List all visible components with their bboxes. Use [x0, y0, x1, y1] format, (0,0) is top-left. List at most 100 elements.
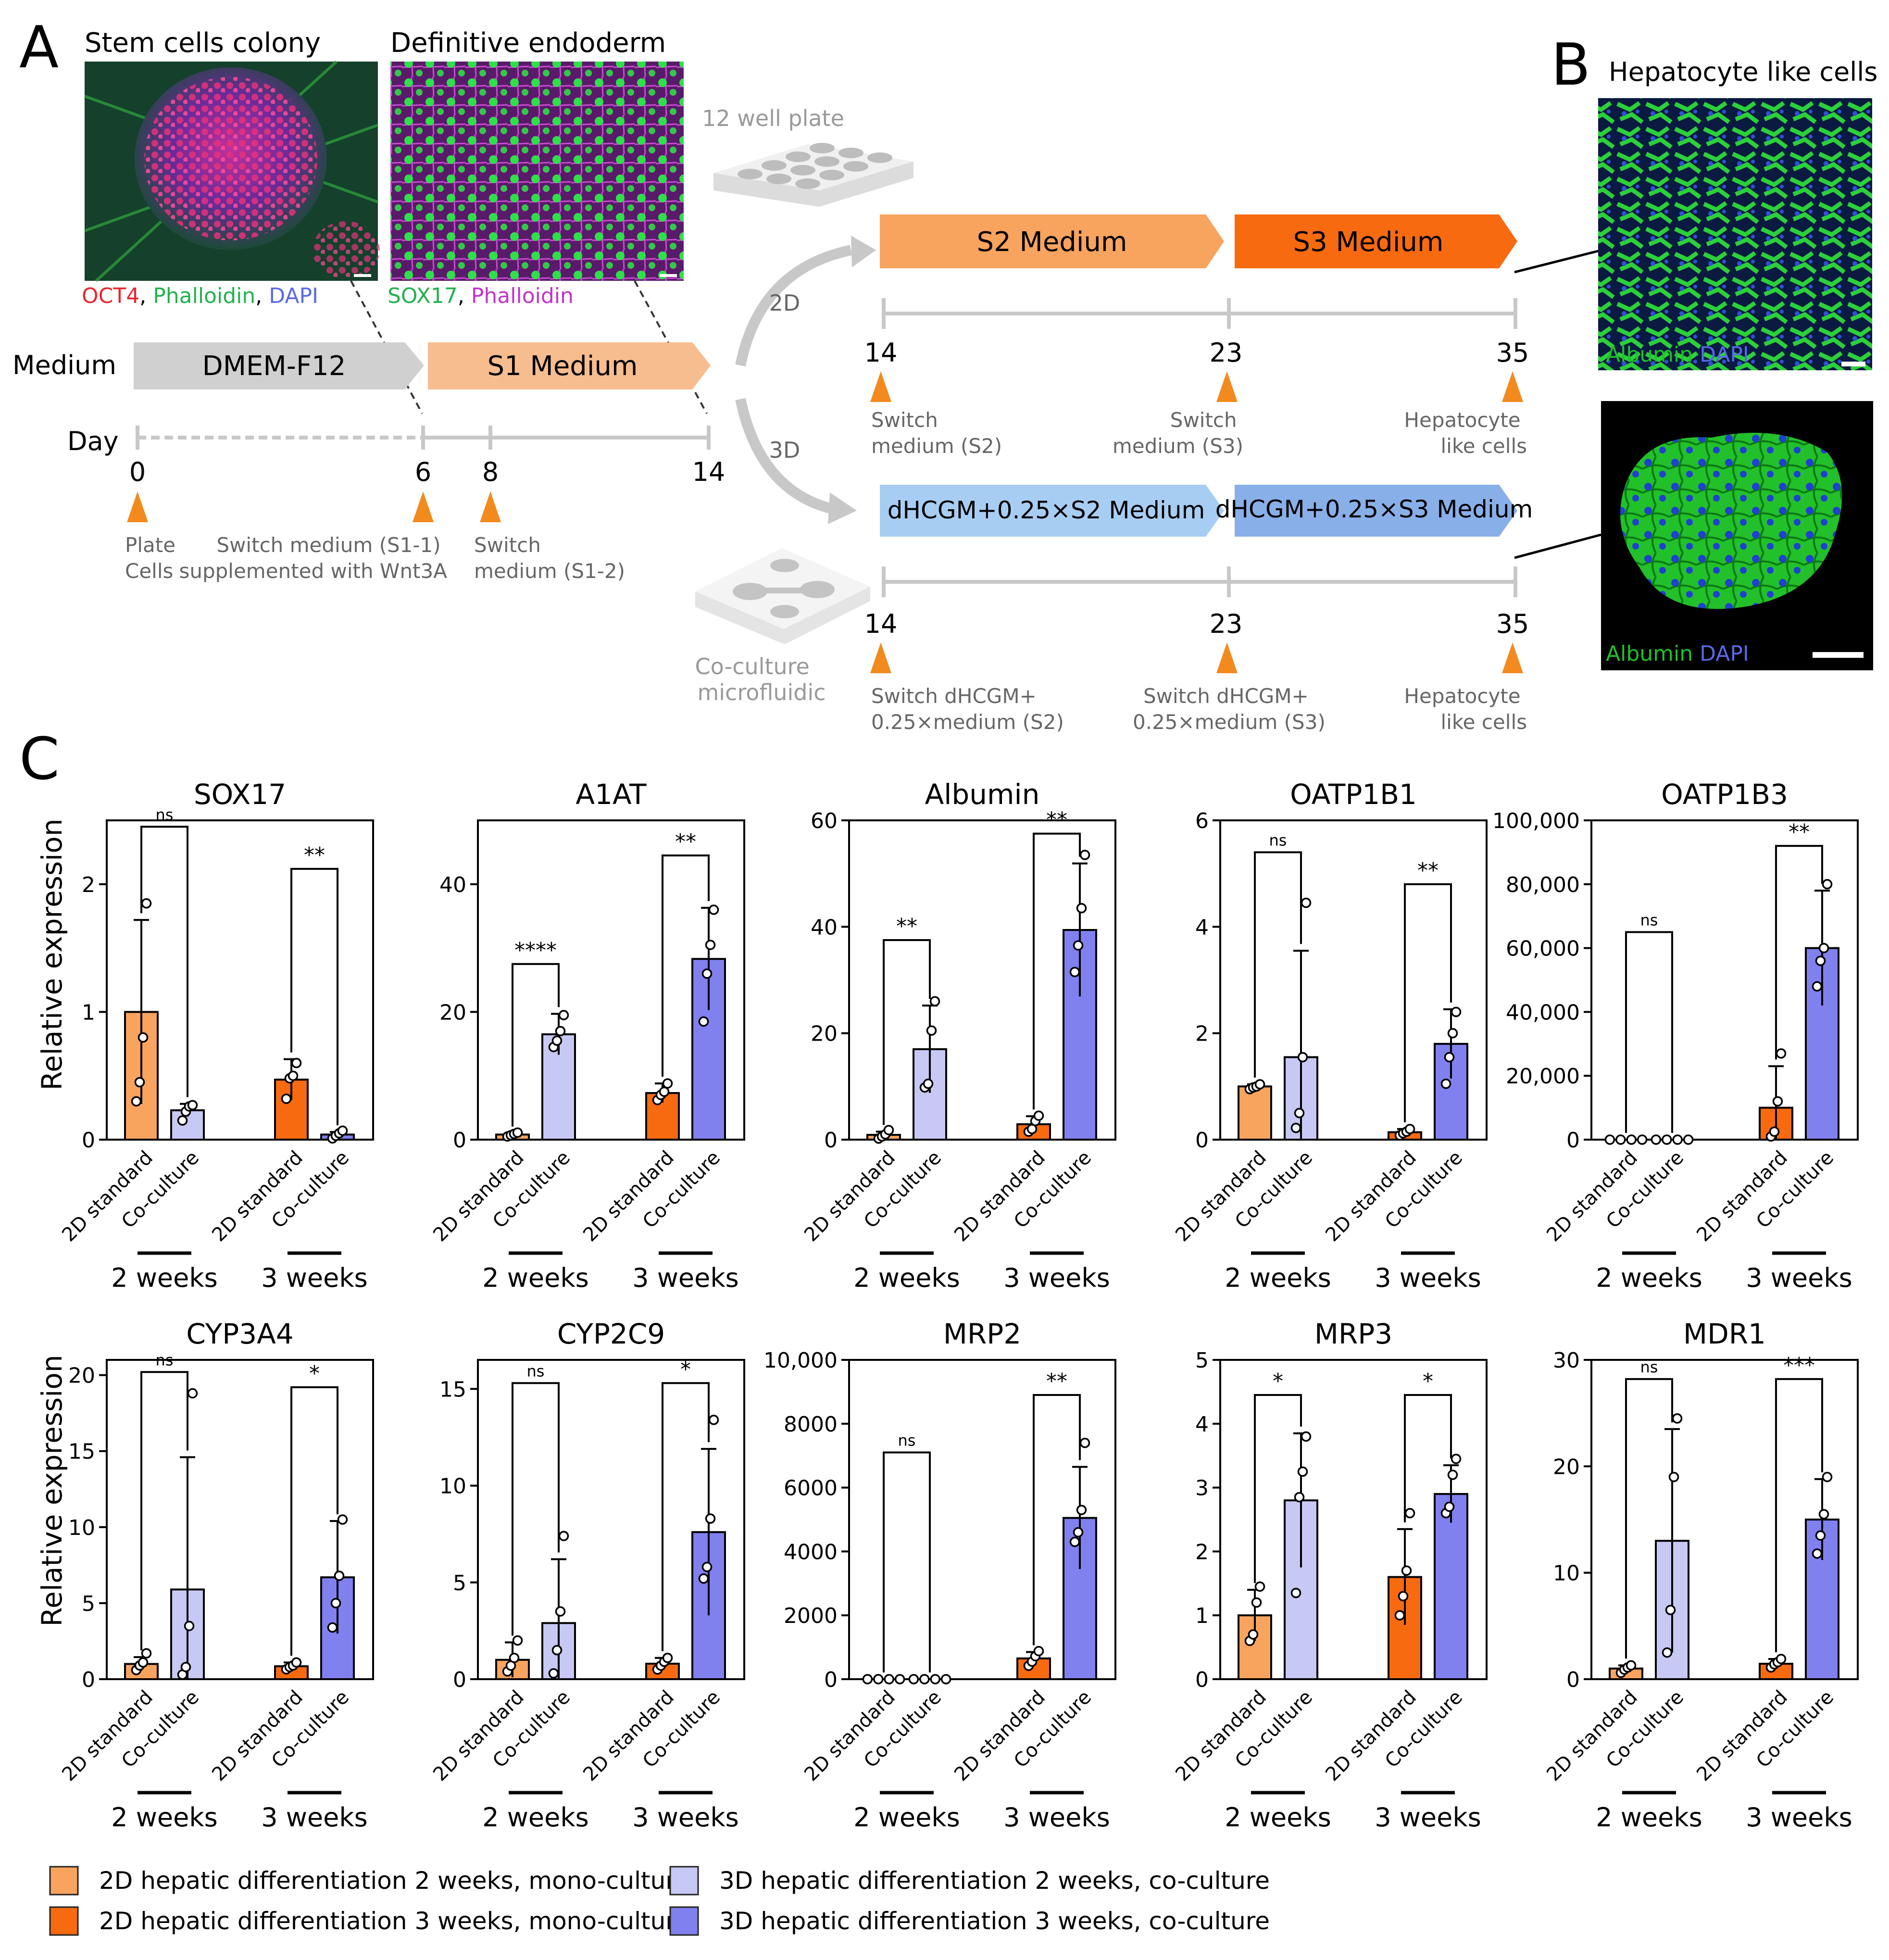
chart-title: MRP3: [1314, 1318, 1392, 1350]
data-point: [705, 940, 716, 950]
timepoint-markers: [127, 491, 501, 522]
data-point: [1626, 1660, 1637, 1671]
group-label: 2 weeks: [1225, 1802, 1331, 1833]
group-label: 2 weeks: [1596, 1263, 1702, 1293]
day3d-35: 35: [1496, 609, 1529, 639]
significance-bracket: [1254, 851, 1302, 1078]
data-point: [1404, 1508, 1415, 1519]
s3-medium-arrow: S3 Medium: [1235, 214, 1517, 268]
y-tick-label: 0: [1195, 1128, 1209, 1153]
y-tick-label: 0: [453, 1128, 466, 1153]
group-label: 3 weeks: [1003, 1263, 1110, 1293]
data-point: [327, 1622, 338, 1633]
data-point: [509, 1652, 520, 1663]
y-tick-label: 6000: [784, 1476, 838, 1501]
day-0: 0: [129, 457, 146, 487]
plot-frame: [106, 819, 374, 1141]
data-point: [1398, 1591, 1409, 1602]
data-point: [187, 1100, 198, 1111]
significance-label: ns: [156, 1351, 174, 1369]
panel-b-label: B: [1551, 32, 1590, 99]
data-point: [138, 1657, 149, 1668]
data-point: [281, 1093, 292, 1104]
y-tick-label: 60: [811, 809, 838, 833]
significance-label: **: [675, 829, 696, 854]
data-point: [926, 1025, 937, 1036]
data-point: [1079, 1437, 1090, 1448]
svg-text:S2 Medium: S2 Medium: [977, 226, 1127, 258]
note2d-hep: Hepatocyte like cells: [1404, 408, 1527, 458]
connector-3d: [1514, 533, 1601, 559]
hepatocyte-3d-image: Albumin DAPI: [1601, 401, 1873, 670]
chart-title: CYP3A4: [186, 1318, 293, 1350]
data-point: [701, 1561, 713, 1572]
data-point: [1294, 1492, 1305, 1503]
plot-frame: [106, 1359, 374, 1680]
legend-swatch: [49, 1866, 79, 1896]
y-tick-label: 3: [1195, 1476, 1209, 1501]
group-label: 2 weeks: [111, 1802, 218, 1833]
group-label: 3 weeks: [632, 1802, 739, 1833]
micro2-title: Definitive endoderm: [390, 27, 666, 59]
y-tick-label: 5: [453, 1571, 466, 1596]
data-point: [884, 1674, 894, 1684]
chart-title: MRP2: [943, 1318, 1021, 1350]
data-point: [1822, 879, 1833, 890]
data-point: [141, 1648, 152, 1658]
y-tick-label: 10: [1553, 1561, 1580, 1586]
y-tick-label: 4: [1195, 1412, 1209, 1437]
group-label: 3 weeks: [261, 1263, 368, 1293]
data-point: [1073, 940, 1084, 951]
data-point: [940, 1674, 951, 1684]
group-label: 3 weeks: [1746, 1263, 1852, 1293]
data-point: [1818, 942, 1829, 954]
day-8: 8: [482, 457, 499, 487]
data-point: [1404, 1124, 1415, 1134]
svg-text:DMEM-F12: DMEM-F12: [202, 351, 346, 382]
data-point: [708, 905, 719, 915]
data-point: [1079, 850, 1090, 860]
plot-frame: [477, 819, 745, 1141]
chart-title: A1AT: [575, 778, 647, 811]
svg-text:dHCGM+0.25×S3 Medium: dHCGM+0.25×S3 Medium: [1215, 495, 1533, 523]
y-tick-label: 5: [82, 1592, 95, 1616]
group-label: 3 weeks: [632, 1263, 739, 1293]
significance-label: **: [1046, 1369, 1067, 1394]
y-tick-label: 20: [439, 1000, 466, 1025]
group-label: 3 weeks: [261, 1802, 368, 1833]
data-point: [659, 1086, 670, 1097]
significance-bracket: [1775, 845, 1823, 1060]
data-point: [1290, 1122, 1301, 1133]
day-label: Day: [67, 426, 119, 456]
day2d-35: 35: [1496, 338, 1529, 368]
data-point: [1394, 1610, 1405, 1621]
bar: [1238, 1614, 1272, 1680]
data-point: [555, 1606, 566, 1617]
significance-label: ns: [1640, 911, 1658, 929]
note3d-hep: Hepatocyte like cells: [1404, 684, 1527, 734]
plot-frame: [1219, 1359, 1488, 1680]
medium-label: Medium: [13, 350, 116, 380]
data-point: [1297, 1466, 1308, 1477]
y-tick-label: 100,000: [1492, 809, 1580, 833]
legend-item: 2D hepatic differentiation 2 weeks, mono…: [49, 1866, 690, 1896]
chart-title: CYP2C9: [557, 1318, 665, 1350]
significance-label: **: [1046, 808, 1067, 832]
data-point: [337, 1125, 348, 1136]
y-tick-label: 2000: [784, 1604, 838, 1628]
group-label: 3 weeks: [1375, 1263, 1481, 1293]
significance-bracket: [512, 1382, 560, 1636]
data-point: [662, 1652, 673, 1663]
data-point: [1665, 1605, 1676, 1615]
legend-label: 3D hepatic differentiation 3 weeks, co-c…: [719, 1907, 1270, 1935]
data-point: [1769, 1126, 1780, 1137]
significance-bracket: [883, 1451, 931, 1672]
data-point: [1615, 1134, 1626, 1145]
significance-bracket: [662, 854, 710, 1077]
data-point: [929, 996, 940, 1007]
y-tick-label: 5: [1195, 1348, 1209, 1373]
significance-label: ns: [156, 805, 174, 824]
